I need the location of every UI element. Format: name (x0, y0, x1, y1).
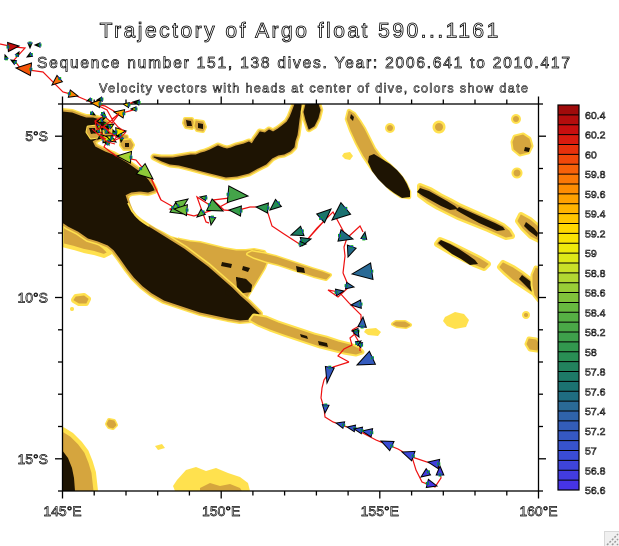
svg-text:57.8: 57.8 (585, 367, 606, 379)
svg-text:58.8: 58.8 (585, 268, 606, 280)
svg-text:150°E: 150°E (202, 503, 240, 519)
svg-text:Sequence number 151, 138 dives: Sequence number 151, 138 dives. Year: 20… (37, 55, 572, 72)
svg-text:58.6: 58.6 (585, 288, 606, 300)
svg-text:59: 59 (585, 248, 597, 260)
svg-text:Trajectory of Argo float 590..: Trajectory of Argo float 590...1161 (100, 20, 501, 43)
svg-text:57.2: 57.2 (585, 426, 606, 438)
svg-text:59.2: 59.2 (585, 228, 606, 240)
svg-text:15°S: 15°S (17, 451, 48, 467)
svg-text:60: 60 (585, 149, 597, 161)
svg-text:56.6: 56.6 (585, 485, 606, 497)
svg-text:60.4: 60.4 (585, 110, 606, 122)
svg-text:56.8: 56.8 (585, 465, 606, 477)
svg-text:57: 57 (585, 446, 597, 458)
svg-text:58: 58 (585, 347, 597, 359)
svg-text:57.4: 57.4 (585, 406, 606, 418)
svg-text:58.2: 58.2 (585, 327, 606, 339)
svg-text:57.6: 57.6 (585, 386, 606, 398)
svg-text:59.8: 59.8 (585, 169, 606, 181)
svg-text:Velocity vectors with heads at: Velocity vectors with heads at center of… (99, 82, 529, 96)
svg-text:145°E: 145°E (43, 503, 81, 519)
svg-text:58.4: 58.4 (585, 307, 606, 319)
svg-text:10°S: 10°S (17, 290, 48, 306)
svg-text:155°E: 155°E (361, 503, 399, 519)
svg-text:59.4: 59.4 (585, 209, 606, 221)
svg-text:60.2: 60.2 (585, 130, 606, 142)
svg-text:160°E: 160°E (519, 503, 557, 519)
svg-text:59.6: 59.6 (585, 189, 606, 201)
svg-text:5°S: 5°S (25, 128, 48, 144)
